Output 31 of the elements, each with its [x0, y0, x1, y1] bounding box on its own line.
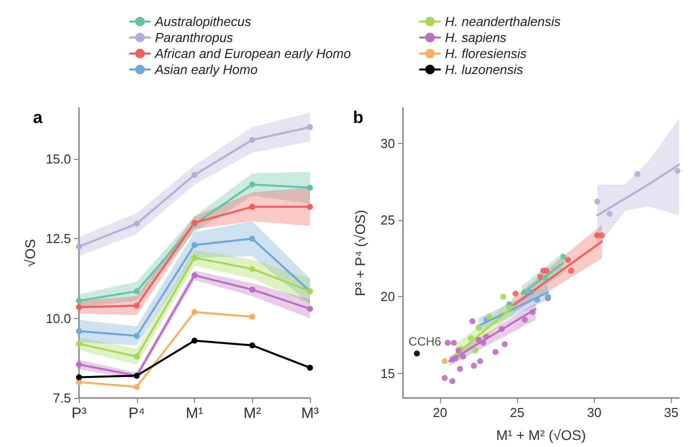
y-tick-label: 30 — [380, 136, 395, 151]
x-tick-label: M³ — [301, 405, 319, 422]
y-tick-label: 7.5 — [52, 390, 71, 406]
y-axis-title: P³ + P⁴ (√OS) — [352, 210, 368, 296]
x-tick-label: 20 — [432, 405, 448, 420]
legend-label: Australopithecus — [154, 14, 252, 29]
x-tick-label: 25 — [510, 405, 524, 420]
legend-label: African and European early Homo — [154, 46, 351, 61]
y-tick-label: 25 — [380, 212, 395, 228]
annotation: CCH6 — [408, 334, 442, 349]
y-tick-label: 15.0 — [46, 151, 71, 166]
x-tick-label: 30 — [586, 405, 602, 420]
y-tick-label: 15 — [380, 366, 395, 381]
legend-label: Asian early Homo — [154, 62, 258, 77]
y-tick-label: 10.0 — [46, 310, 71, 326]
y-axis-title: √OS — [22, 239, 38, 267]
legend-label: Paranthropus — [155, 30, 234, 45]
x-tick-label: 35 — [664, 405, 679, 420]
legend-label: H. neanderthalensis — [445, 14, 562, 29]
legend-label: H. sapiens — [445, 30, 507, 45]
legend-label: H. floresiensis — [445, 46, 528, 61]
chart-title: b — [353, 108, 364, 127]
y-tick-label: 20 — [380, 289, 395, 304]
chart-title: a — [33, 108, 43, 127]
x-tick-label: P⁴ — [128, 405, 145, 422]
x-axis-title: M¹ + M² (√OS) — [496, 427, 586, 443]
y-tick-label: 12.5 — [46, 231, 71, 246]
legend-label: H. luzonensis — [445, 62, 524, 77]
x-tick-label: M² — [244, 405, 261, 422]
x-tick-label: P³ — [72, 405, 87, 422]
x-tick-label: M¹ — [186, 405, 204, 422]
